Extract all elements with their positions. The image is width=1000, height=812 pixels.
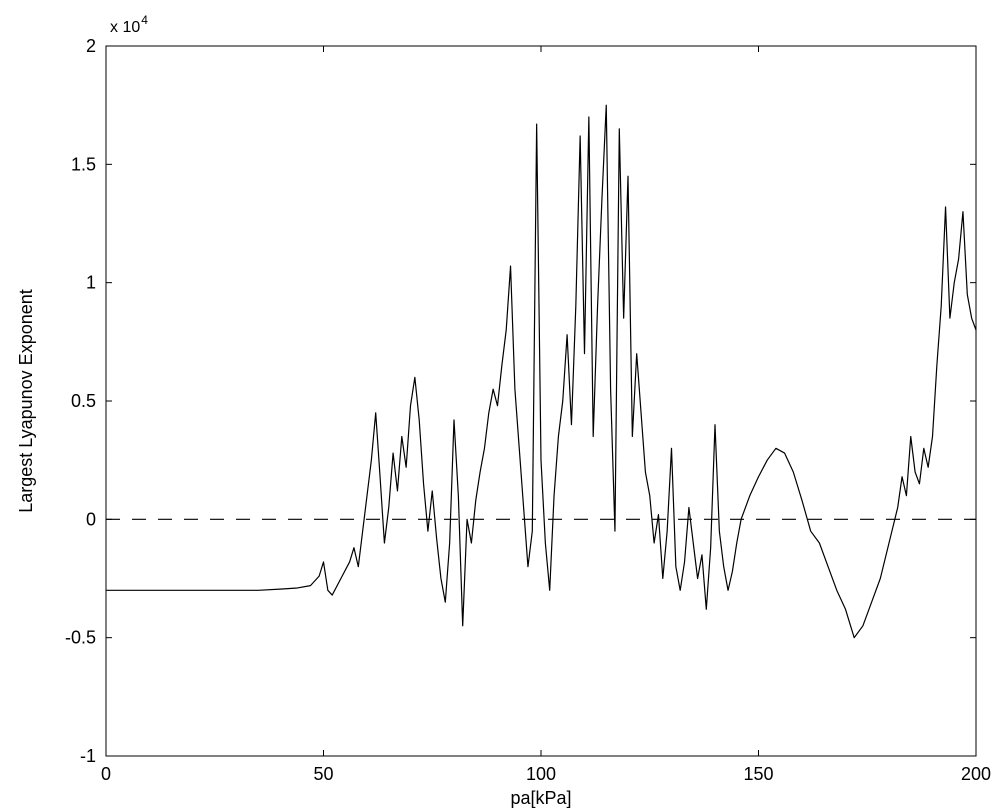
y-tick-label: 2: [86, 36, 96, 56]
x-tick-label: 150: [743, 764, 773, 784]
y-axis-label: Largest Lyapunov Exponent: [16, 289, 36, 513]
data-series-line: [106, 105, 976, 638]
x-tick-label: 0: [101, 764, 111, 784]
y-tick-label: 0: [86, 509, 96, 529]
x-axis-label: pa[kPa]: [510, 788, 571, 808]
y-tick-label: 1: [86, 273, 96, 293]
x-tick-label: 50: [313, 764, 333, 784]
x-tick-label: 100: [526, 764, 556, 784]
y-tick-label: -0.5: [65, 628, 96, 648]
y-tick-label: 1.5: [71, 154, 96, 174]
chart-svg: 0 50 100 150 200 -1 -0.5 0 0.5 1 1.5 2 pa[kPa] Larges…: [0, 0, 1000, 812]
x-tick-label: 200: [961, 764, 991, 784]
y-tick-label: 0.5: [71, 391, 96, 411]
lyapunov-chart: 0 50 100 150 200 -1 -0.5 0 0.5 1 1.5 2 pa[kPa] Larges…: [0, 0, 1000, 812]
plot-box: [106, 46, 976, 756]
scale-exponent-label: x 104: [110, 13, 148, 36]
y-tick-label: -1: [80, 746, 96, 766]
